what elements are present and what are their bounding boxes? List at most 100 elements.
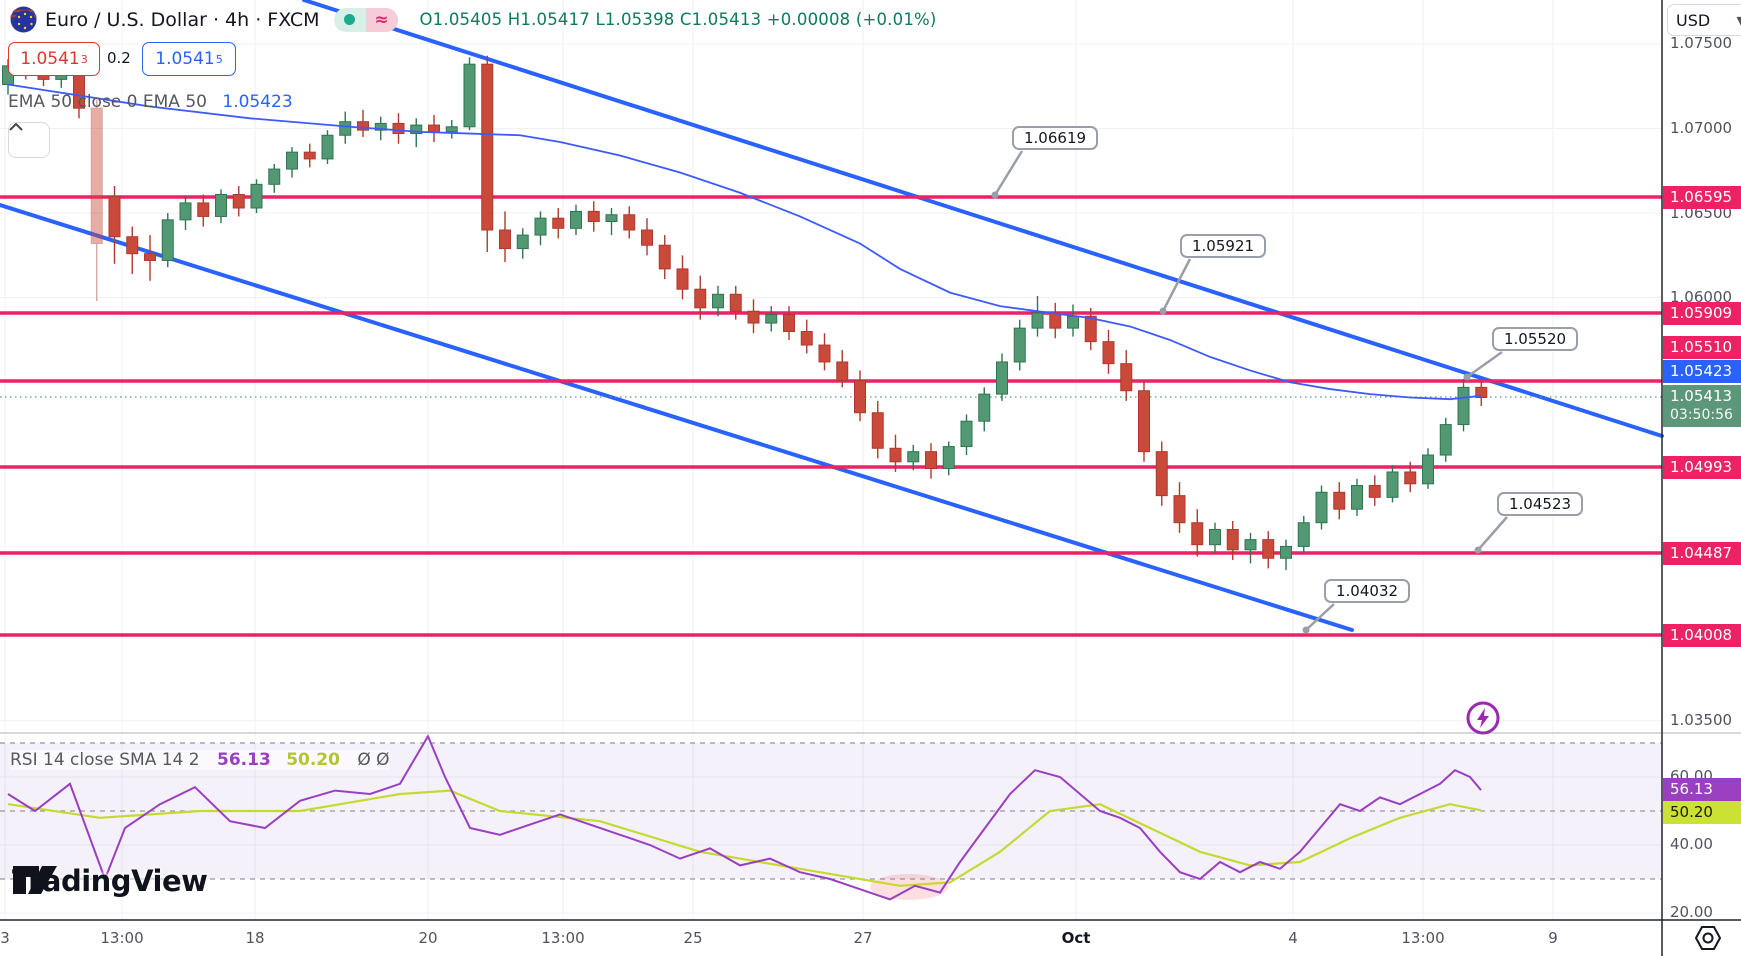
price-scale-badge[interactable]: 1.05909	[1663, 301, 1741, 325]
candle	[1368, 475, 1381, 506]
candle	[1262, 531, 1275, 569]
candle-body	[587, 210, 600, 223]
rsi-indicator-legend[interactable]: RSI 14 close SMA 14 2 56.13 50.20 Ø Ø	[10, 750, 390, 770]
price-callout-label[interactable]: 1.05921	[1180, 234, 1267, 258]
time-axis-label[interactable]: 4	[1288, 929, 1298, 947]
badge-price: 56.13	[1670, 779, 1713, 798]
candle	[321, 130, 334, 165]
candle-body	[1102, 341, 1115, 365]
time-axis-label[interactable]: 9	[1548, 929, 1558, 947]
bid-price-box[interactable]: 1.0541 3	[8, 42, 100, 76]
candle	[889, 434, 902, 472]
candle-body	[1439, 424, 1452, 456]
time-axis-label[interactable]: 13:00	[1401, 929, 1445, 947]
time-axis-label[interactable]: Oct	[1061, 929, 1091, 947]
candle-body	[161, 219, 174, 261]
candle	[1280, 539, 1292, 571]
ema-indicator-legend[interactable]: EMA 50 close 0 EMA 50 1.05423	[8, 92, 293, 112]
price-scale-badge[interactable]: 1.06595	[1663, 185, 1741, 209]
price-callout-label[interactable]: 1.05520	[1492, 327, 1579, 351]
market-status-icon[interactable]	[333, 7, 366, 32]
candle-body	[179, 202, 192, 221]
callout-tail	[993, 150, 1024, 196]
callout-anchor-dot	[1474, 546, 1482, 554]
trendline	[302, 0, 1664, 438]
tradingview-mark-icon	[13, 866, 57, 894]
candle-body	[232, 193, 245, 209]
candle-body	[800, 331, 813, 346]
candle-body	[623, 214, 636, 231]
price-scale-badge[interactable]: 1.05423	[1663, 359, 1741, 383]
candle	[942, 441, 955, 476]
time-axis-label[interactable]: 25	[683, 929, 703, 947]
ask-price: 1.0541	[155, 49, 215, 69]
symbol-title[interactable]: Euro / U.S. Dollar · 4h · FXCM	[45, 8, 320, 31]
rsi-empty-values: Ø Ø	[357, 750, 390, 770]
candle-body	[1120, 363, 1133, 392]
candle	[516, 228, 529, 259]
callout-anchor-dot	[1302, 626, 1310, 634]
callout-tail	[1305, 603, 1335, 631]
price-scale-badge[interactable]: 1.04993	[1663, 455, 1741, 479]
candle-body	[534, 217, 547, 236]
candle	[339, 111, 352, 144]
price-callout-label[interactable]: 1.04032	[1324, 579, 1411, 603]
callout-tail	[1161, 258, 1192, 312]
price-scale-badge[interactable]: 1.04487	[1663, 541, 1741, 565]
candle	[250, 179, 263, 214]
tradingview-logo[interactable]: TradingView	[12, 864, 208, 898]
price-scale-badge[interactable]: 56.13	[1663, 777, 1741, 801]
candle	[161, 213, 174, 268]
candle-body	[729, 293, 742, 312]
spread-value: 0.2	[107, 49, 131, 67]
ask-price-box[interactable]: 1.0541 5	[142, 42, 236, 76]
candle	[268, 164, 281, 193]
price-scale-badge[interactable]: 1.05413 03:50:56	[1663, 385, 1741, 427]
candle-body	[1280, 545, 1292, 559]
price-scale-badge[interactable]: 1.05510	[1663, 335, 1741, 359]
badge-price: 1.04993	[1670, 457, 1733, 476]
delayed-data-icon[interactable]: ≈	[365, 7, 398, 32]
price-callout-label[interactable]: 1.04523	[1497, 492, 1584, 516]
candle-body	[321, 134, 334, 160]
candle	[871, 400, 884, 459]
candle-body	[303, 151, 316, 160]
candle	[144, 235, 156, 281]
candle-body	[570, 210, 582, 229]
time-axis-label[interactable]: 13:00	[100, 929, 144, 947]
candle-body	[765, 314, 778, 324]
rsi-current-value: 56.13	[217, 750, 271, 770]
candle	[623, 206, 636, 239]
currency-unit-selector[interactable]: USD ▼	[1667, 4, 1741, 36]
candle-body	[90, 107, 103, 245]
time-axis-label[interactable]: 18	[245, 929, 265, 947]
callout-anchor-dot	[991, 191, 999, 199]
price-callout-label[interactable]: 1.06619	[1012, 126, 1099, 150]
candle-body	[925, 451, 937, 470]
price-scale-badge[interactable]: 1.04008	[1663, 623, 1741, 647]
candle-body	[552, 217, 565, 229]
callout-tail	[1477, 516, 1508, 551]
ema50-line	[7, 83, 1482, 401]
candle	[499, 211, 511, 263]
price-scale-badge[interactable]: 50.20	[1663, 800, 1741, 824]
time-axis-label[interactable]: 27	[853, 929, 873, 947]
candle	[570, 204, 582, 236]
time-axis-label[interactable]: 3	[0, 929, 10, 947]
candle-body	[1173, 495, 1186, 524]
candle-body	[357, 121, 369, 131]
price-scale-tick: 40.00	[1670, 835, 1713, 853]
time-axis-label[interactable]: 20	[418, 929, 438, 947]
candle	[481, 55, 494, 252]
candle-body	[286, 151, 298, 170]
candle	[658, 235, 671, 280]
time-axis-label[interactable]: 13:00	[541, 929, 585, 947]
candle	[605, 207, 618, 236]
currency-label: USD	[1676, 10, 1711, 30]
collapse-legend-button[interactable]	[8, 122, 50, 158]
candle	[641, 218, 653, 256]
candle	[800, 319, 813, 354]
candle-body	[1422, 454, 1434, 485]
